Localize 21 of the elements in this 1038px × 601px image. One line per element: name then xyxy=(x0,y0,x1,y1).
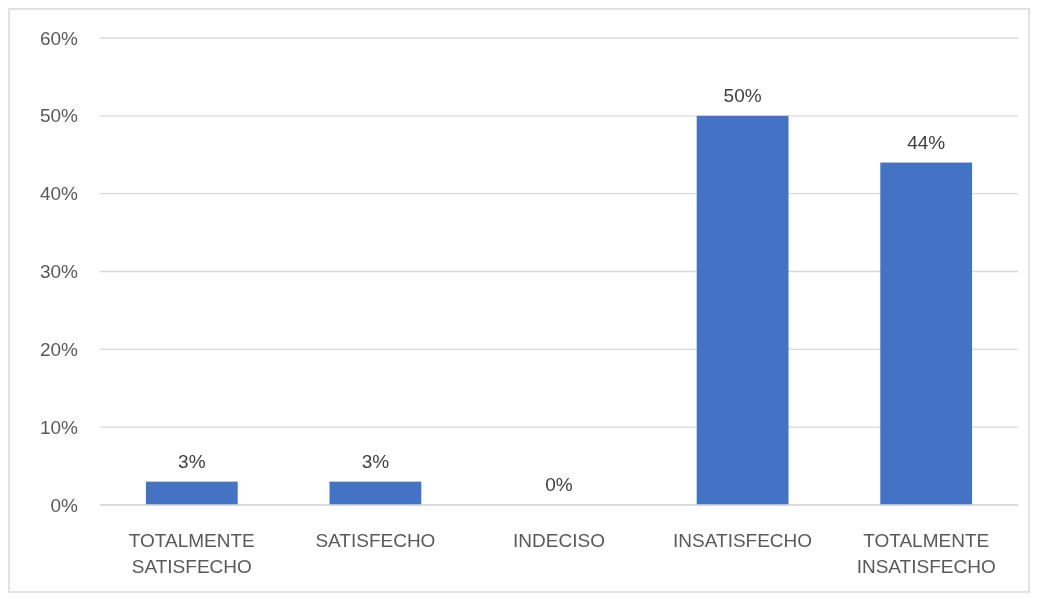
data-label: 3% xyxy=(361,450,390,472)
x-tick-label: TOTALMENTE INSATISFECHO xyxy=(856,530,996,577)
data-label: 44% xyxy=(907,131,946,153)
bar xyxy=(696,115,789,505)
x-tick-label: INDECISO xyxy=(513,530,605,551)
x-tick-label: INSATISFECHO xyxy=(673,530,813,551)
y-tick-label: 30% xyxy=(39,261,79,283)
y-tick-label: 20% xyxy=(39,338,79,360)
y-tick-label: 40% xyxy=(39,183,79,205)
x-tick-label: TOTALMENTE SATISFECHO xyxy=(128,530,255,577)
y-tick-label: 0% xyxy=(50,494,79,516)
y-tick-label: 60% xyxy=(39,27,79,49)
x-tick-label: SATISFECHO xyxy=(315,530,436,551)
data-label: 0% xyxy=(545,474,573,495)
bar xyxy=(329,481,422,505)
y-tick-label: 50% xyxy=(39,105,79,127)
data-label: 3% xyxy=(178,450,206,472)
data-label: 50% xyxy=(723,84,762,106)
bar xyxy=(880,162,973,505)
y-tick-label: 10% xyxy=(39,416,79,438)
bar xyxy=(145,481,238,505)
